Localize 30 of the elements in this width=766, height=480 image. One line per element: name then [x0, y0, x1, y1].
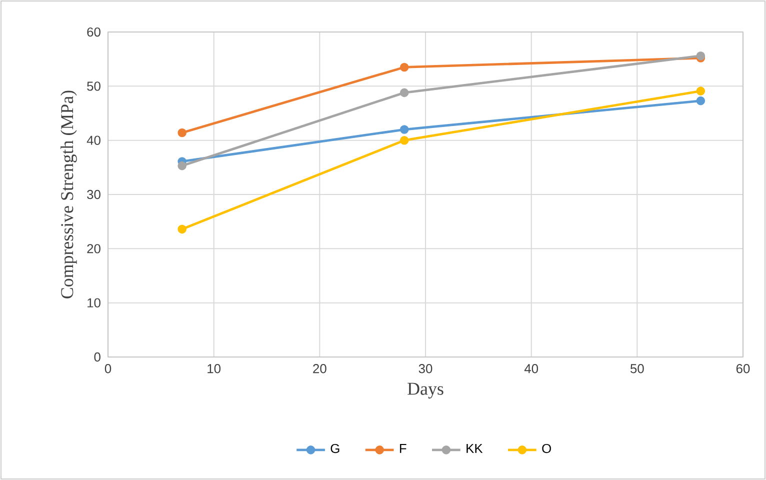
point — [696, 86, 706, 96]
y-tick-label: 20 — [87, 244, 100, 254]
x-tick-label: 50 — [630, 364, 644, 374]
x-tick-label: 0 — [104, 364, 112, 374]
x-tick-label: 10 — [208, 364, 221, 374]
x-axis-title: Days — [408, 382, 444, 399]
x-tick-label: 40 — [524, 364, 538, 374]
y-axis-title: Compressive Strength (MPa) — [60, 90, 77, 298]
y-tick-label: 60 — [87, 27, 100, 37]
point — [696, 96, 706, 106]
y-tick-label: 30 — [87, 190, 100, 200]
point — [696, 51, 706, 60]
legend-label: G — [330, 444, 340, 454]
y-tick-label: 50 — [87, 82, 100, 91]
point — [178, 161, 186, 170]
legend-label: KK — [466, 444, 483, 453]
point — [400, 136, 409, 145]
x-tick-label: 30 — [418, 364, 432, 374]
y-tick-label: 40 — [86, 136, 100, 145]
x-tick-label: 60 — [736, 364, 750, 374]
y-tick-label: 10 — [88, 298, 100, 308]
point — [400, 88, 409, 98]
x-tick-label: 20 — [313, 364, 326, 374]
point — [400, 125, 409, 134]
legend-label: F — [400, 444, 406, 453]
point — [178, 224, 186, 234]
y-tick-label: 0 — [94, 352, 100, 362]
point — [178, 128, 186, 138]
point — [400, 62, 409, 72]
legend-label: O — [542, 444, 551, 454]
